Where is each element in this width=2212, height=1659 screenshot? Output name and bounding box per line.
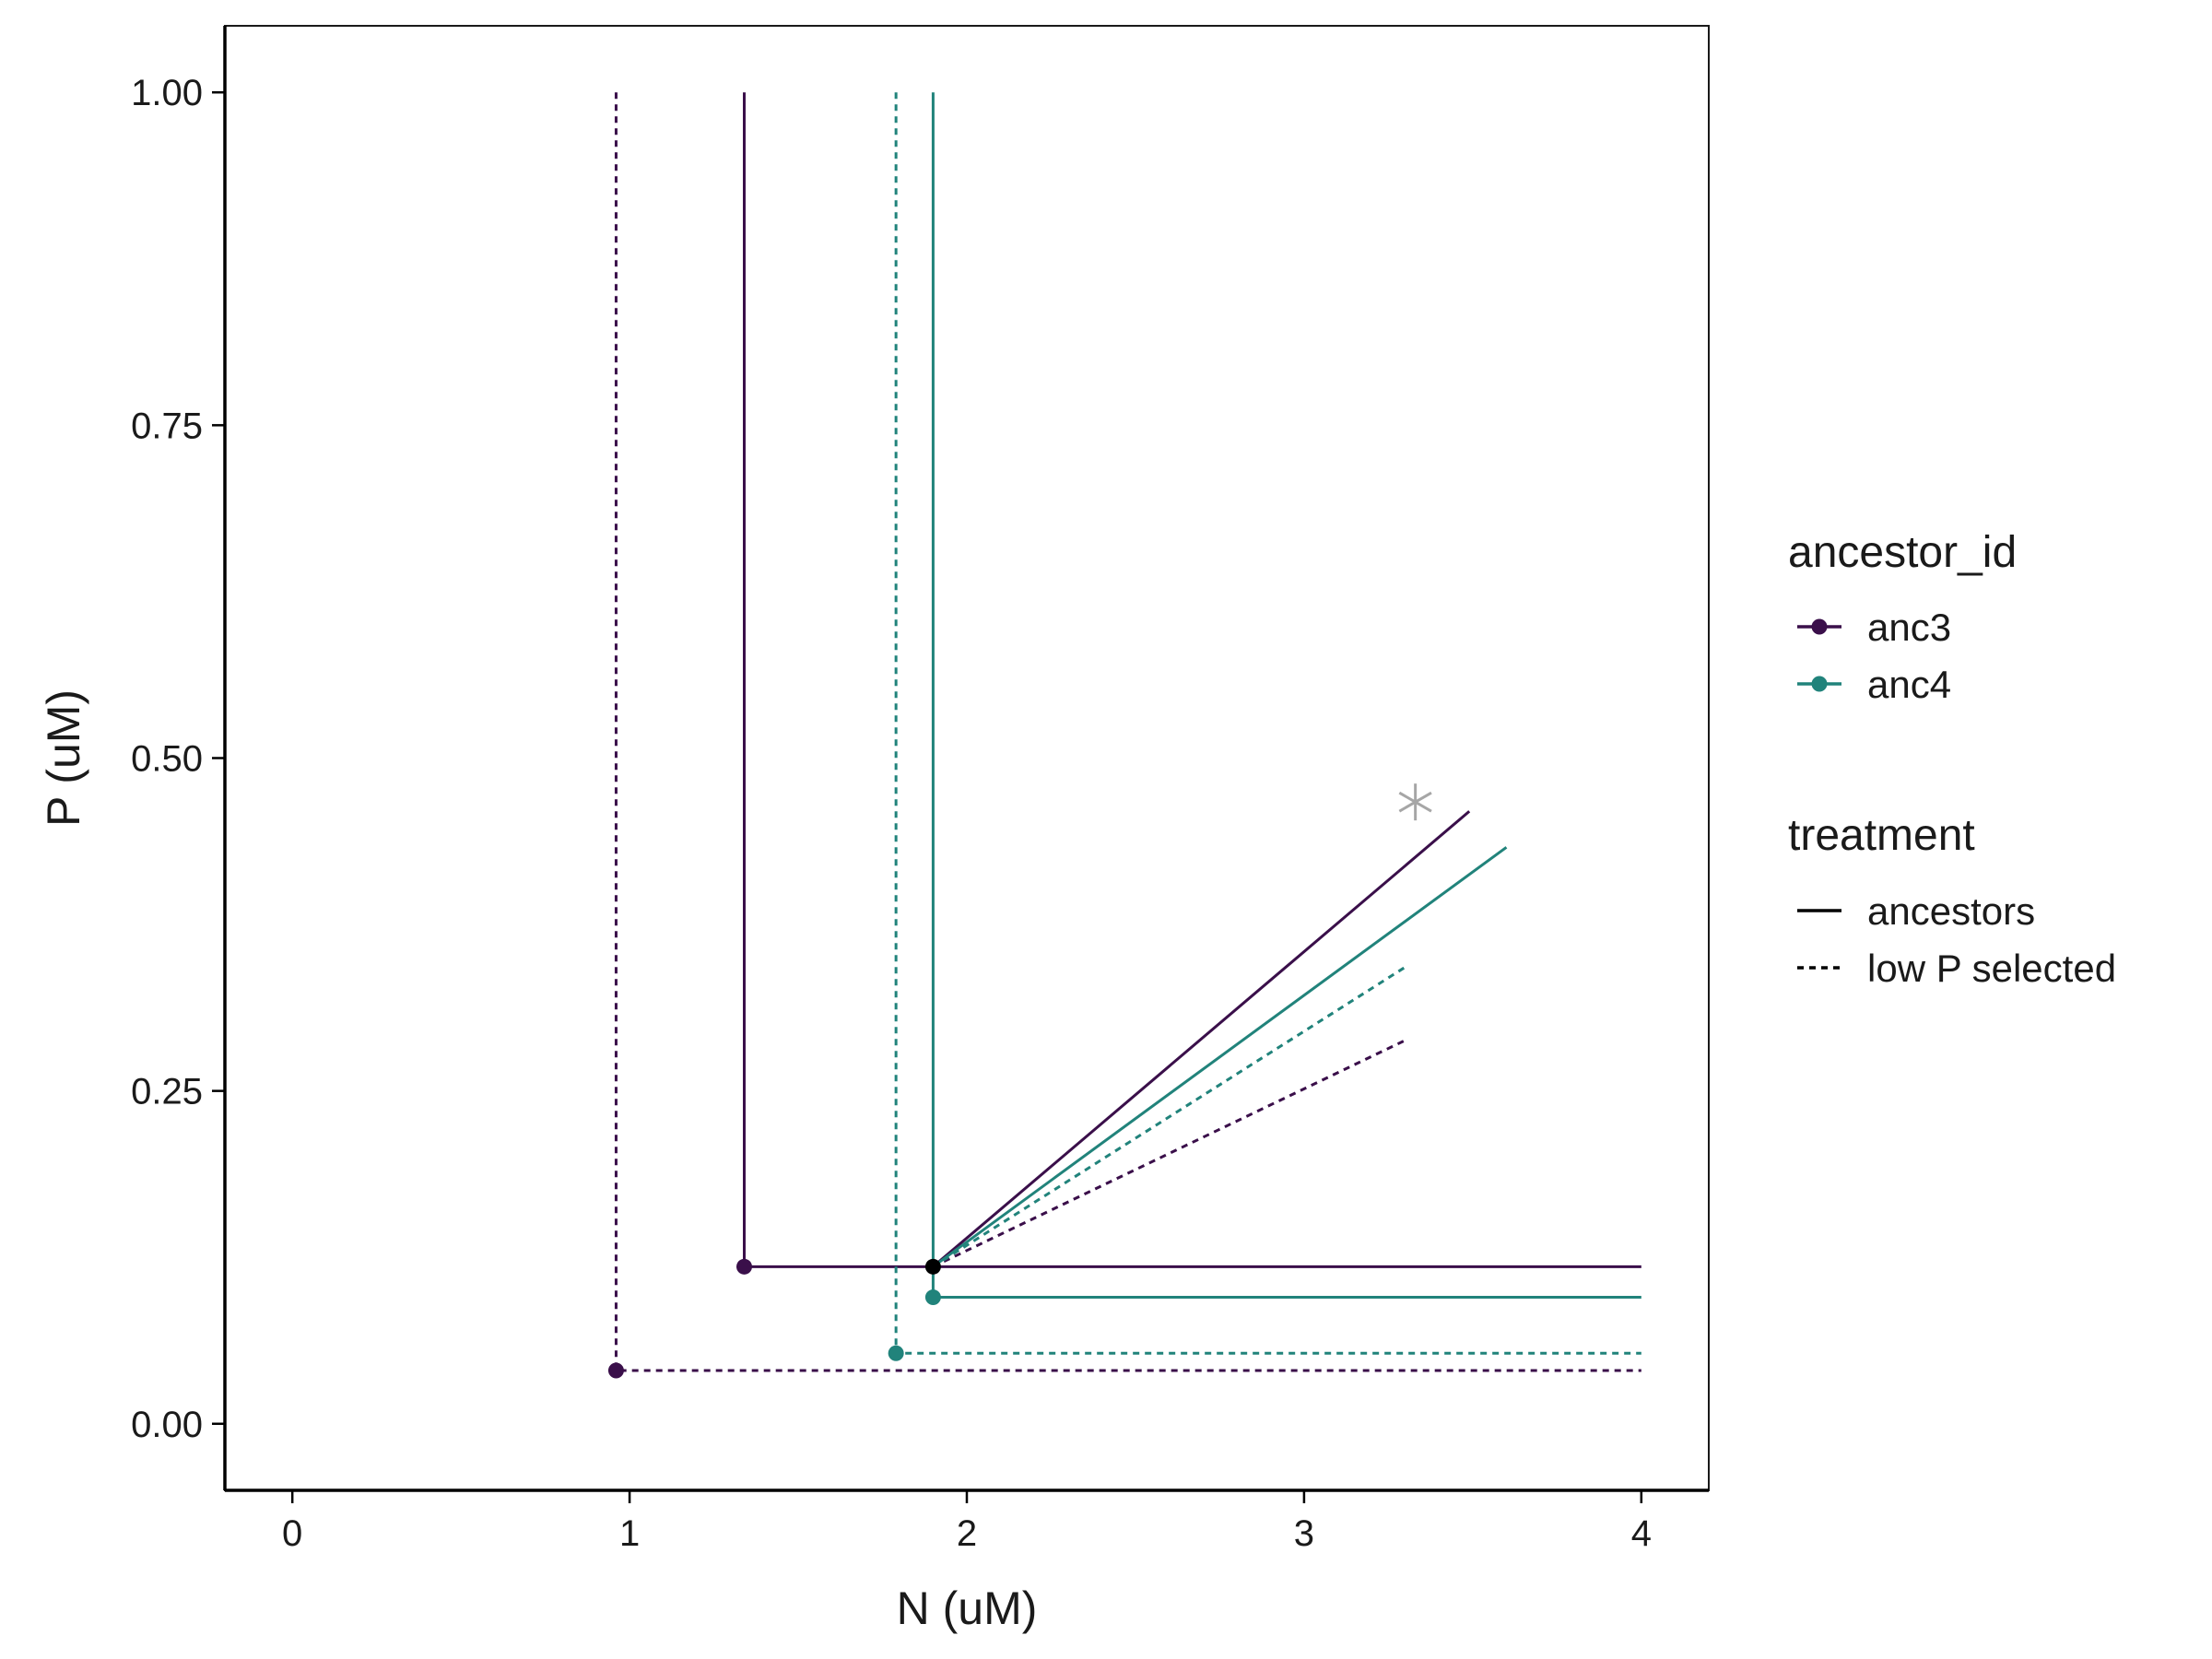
intersection-point [924, 1258, 941, 1275]
x-tick-label: 1 [619, 1513, 640, 1554]
supply-point-asterisk [1398, 783, 1432, 821]
isocline-anc3-dotted [614, 92, 1641, 1372]
y-tick-label: 1.00 [131, 73, 203, 113]
x-tick-label: 3 [1294, 1513, 1314, 1554]
legend-label-anc3: anc3 [1867, 606, 1951, 649]
panel-border [224, 25, 1710, 1491]
y-axis-title: P (uM) [38, 689, 89, 827]
legend-key-point [1811, 618, 1828, 635]
plot-area [607, 92, 1641, 1379]
corner-point-anc4-dotted [888, 1345, 904, 1361]
y-tick-label: 0.00 [131, 1405, 203, 1445]
asterisk-stroke [1398, 791, 1432, 813]
legend-label-anc4: anc4 [1867, 663, 1951, 706]
y-tick-label: 0.25 [131, 1072, 203, 1112]
corner-point-anc3-dotted [607, 1362, 624, 1379]
consumption-vector-anc4-solid [932, 846, 1508, 1268]
consumption-vector-anc4-dotted [932, 966, 1406, 1268]
legend-label-treatment: low P selected [1867, 947, 2116, 990]
isocline-anc4-dotted [894, 92, 1641, 1355]
isocline-anc4-solid [931, 92, 1641, 1300]
y-tick-label: 0.50 [131, 739, 203, 780]
legend: ancestor_id anc3 anc4 treatment ancestors low… [1788, 528, 2116, 990]
x-tick-label: 2 [957, 1513, 977, 1554]
x-axis-title: N (uM) [897, 1583, 1038, 1634]
x-tick-label: 4 [1631, 1513, 1652, 1554]
legend-title-treatment: treatment [1788, 811, 1975, 860]
legend-label-treatment: ancestors [1867, 889, 2035, 933]
legend-key-point [1811, 676, 1828, 692]
axes: 0 1 2 3 4 0.00 0.25 0.50 0.75 1.00 [131, 25, 1710, 1554]
isocline-anc3-solid [743, 92, 1641, 1268]
consumption-vector-anc3-dotted [932, 1039, 1406, 1268]
y-tick-label: 0.75 [131, 406, 203, 446]
legend-title-ancestor-id: ancestor_id [1788, 528, 2017, 577]
x-tick-label: 0 [282, 1513, 302, 1554]
consumption-vector-anc3-solid [932, 810, 1471, 1268]
corner-point-anc3-solid [736, 1258, 752, 1275]
corner-point-anc4-solid [924, 1289, 941, 1306]
